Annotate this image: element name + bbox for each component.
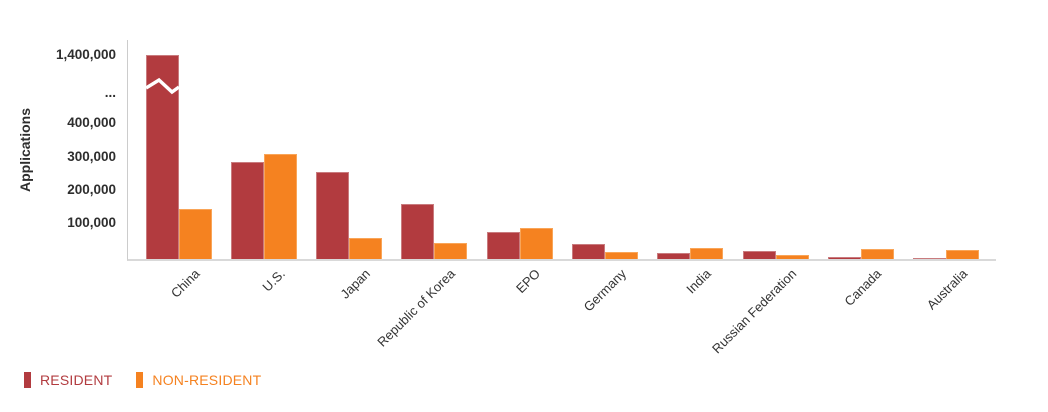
bar-china-resident [145,55,179,259]
non-resident-swatch-icon [136,372,144,388]
bar-india-non-resident [690,248,724,259]
x-category-label-canada: Canada [841,266,885,309]
bar-epo-resident [486,232,520,259]
x-category-label-india: India [683,266,714,297]
y-tick-label: 300,000 [67,149,116,164]
x-category-label-germany: Germany [580,266,629,315]
x-category-label-japan: Japan [337,266,373,302]
legend-label-non-resident: NON-RESIDENT [152,372,262,388]
plot-area [127,40,996,261]
bar-germany-resident [572,244,605,259]
x-category-label-russian-federation: Russian Federation [708,266,800,357]
y-tick-label: 400,000 [67,115,116,130]
bar-epo-non-resident [519,228,553,259]
legend-item-resident: RESIDENT [24,372,112,388]
bar-russian-federation-non-resident [775,255,809,259]
x-category-label-republic-of-korea: Republic of Korea [374,266,459,350]
bar-germany-non-resident [605,252,638,259]
bar-u-s-resident [230,162,264,259]
x-category-label-epo: EPO [513,266,544,297]
legend-label-resident: RESIDENT [40,372,113,388]
y-tick-label: 100,000 [67,215,116,230]
chart-legend: RESIDENT NON-RESIDENT [24,372,261,388]
bar-canada-non-resident [860,249,894,259]
x-category-label-china: China [167,266,203,301]
bar-japan-resident [316,172,350,259]
bar-australia-non-resident [946,250,980,259]
bar-china-non-resident [178,209,212,259]
bar-republic-of-korea-non-resident [434,243,468,259]
bar-australia-resident [913,258,947,259]
bar-russian-federation-resident [742,251,776,259]
y-tick-label: ... [104,85,116,100]
bar-japan-non-resident [349,238,383,259]
x-category-label-australia: Australia [923,266,970,313]
bar-india-resident [657,253,691,259]
x-category-label-u-s: U.S. [258,266,288,295]
bar-republic-of-korea-resident [401,204,435,259]
legend-item-non-resident: NON-RESIDENT [136,372,261,388]
bar-u-s-non-resident [263,154,297,259]
resident-swatch-icon [24,372,31,388]
bar-canada-resident [827,257,861,259]
y-tick-label: 1,400,000 [55,47,116,62]
y-tick-label: 200,000 [67,182,116,197]
